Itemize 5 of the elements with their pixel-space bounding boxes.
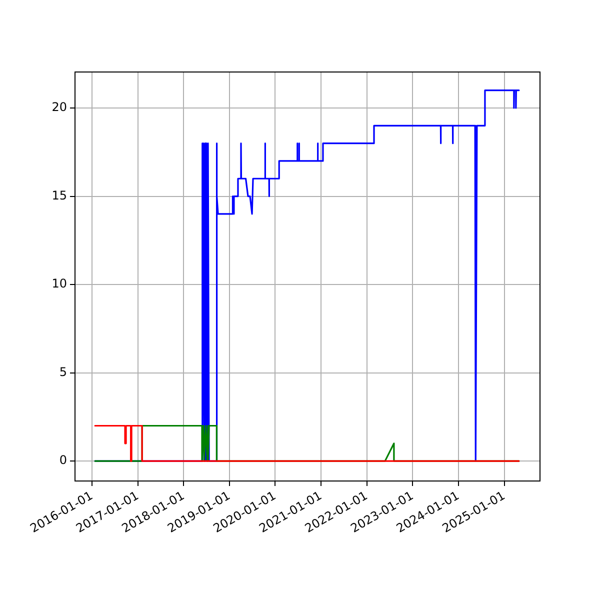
y-tick-label: 0: [59, 453, 67, 468]
y-tick-label: 15: [52, 188, 67, 202]
y-tick-label: 5: [59, 364, 67, 379]
y-tick-label: 10: [52, 276, 67, 291]
y-tick-label: 20: [52, 100, 67, 114]
